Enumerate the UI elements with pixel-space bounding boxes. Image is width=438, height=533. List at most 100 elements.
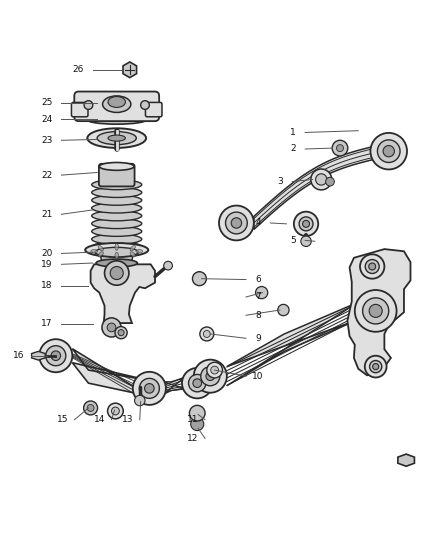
Polygon shape [398,454,414,466]
Ellipse shape [86,115,147,124]
Circle shape [219,206,254,240]
Circle shape [164,261,173,270]
Ellipse shape [115,252,118,259]
Text: 5: 5 [290,236,296,245]
Polygon shape [227,302,358,386]
Ellipse shape [98,246,103,251]
Text: 8: 8 [255,311,261,320]
Ellipse shape [108,96,125,108]
Text: 22: 22 [42,171,53,180]
Polygon shape [72,349,149,396]
Circle shape [294,212,318,236]
Ellipse shape [108,135,125,141]
Circle shape [206,372,215,381]
Circle shape [46,346,66,366]
Ellipse shape [91,249,97,253]
Ellipse shape [92,211,142,221]
Circle shape [231,218,242,228]
Ellipse shape [92,180,142,190]
Circle shape [363,298,389,324]
Circle shape [369,263,376,270]
Ellipse shape [130,252,135,257]
Circle shape [299,217,313,231]
Circle shape [365,260,379,273]
Circle shape [325,177,334,186]
Circle shape [193,379,201,387]
Ellipse shape [98,252,103,257]
Ellipse shape [130,246,135,251]
Text: 18: 18 [41,281,53,290]
Circle shape [371,133,407,169]
Circle shape [194,360,227,393]
Circle shape [39,339,72,372]
Circle shape [355,290,396,332]
Ellipse shape [92,242,142,252]
Circle shape [108,403,123,419]
Text: 14: 14 [94,415,105,424]
Text: 24: 24 [42,115,53,124]
Text: 10: 10 [252,372,264,381]
Ellipse shape [97,132,136,144]
Ellipse shape [99,163,134,171]
Text: 23: 23 [42,136,53,145]
Circle shape [211,366,219,374]
Text: 25: 25 [42,99,53,107]
Circle shape [200,327,214,341]
Circle shape [278,304,289,316]
Circle shape [191,417,204,431]
Circle shape [118,329,124,336]
Text: 6: 6 [255,275,261,284]
Text: 17: 17 [41,319,53,328]
Text: 7: 7 [255,293,261,302]
Circle shape [105,261,129,285]
Circle shape [226,212,247,234]
Text: 26: 26 [72,65,83,74]
Circle shape [145,384,154,393]
Circle shape [87,405,94,411]
Ellipse shape [92,195,142,205]
Text: 20: 20 [42,249,53,258]
Circle shape [303,220,310,228]
Text: 13: 13 [122,415,133,424]
Ellipse shape [92,188,142,197]
Circle shape [373,364,379,370]
Circle shape [301,236,311,246]
Ellipse shape [92,234,142,244]
Circle shape [112,407,119,415]
Polygon shape [162,378,184,395]
Polygon shape [254,146,376,230]
Ellipse shape [95,247,138,257]
Circle shape [365,356,387,377]
Circle shape [332,140,348,156]
Circle shape [189,405,205,421]
Text: 3: 3 [277,177,283,186]
Polygon shape [123,62,137,78]
Ellipse shape [96,259,138,267]
Bar [99,184,135,247]
Polygon shape [347,249,410,375]
Text: 1: 1 [290,128,296,137]
Circle shape [378,140,400,163]
Text: 4: 4 [255,219,261,228]
Ellipse shape [92,203,142,213]
Circle shape [255,287,268,298]
Ellipse shape [115,244,118,250]
Text: 16: 16 [13,351,25,360]
FancyBboxPatch shape [145,102,162,117]
Circle shape [139,378,159,398]
Ellipse shape [87,128,146,148]
Circle shape [201,367,220,386]
Circle shape [115,327,127,339]
Ellipse shape [92,227,142,236]
Circle shape [182,368,212,398]
Text: 9: 9 [255,334,261,343]
Circle shape [84,401,98,415]
FancyBboxPatch shape [99,164,134,187]
Circle shape [316,174,327,185]
Circle shape [203,330,210,337]
Circle shape [188,375,206,392]
Text: 19: 19 [41,260,53,269]
Circle shape [370,360,382,373]
Circle shape [369,304,382,318]
Circle shape [134,395,145,406]
